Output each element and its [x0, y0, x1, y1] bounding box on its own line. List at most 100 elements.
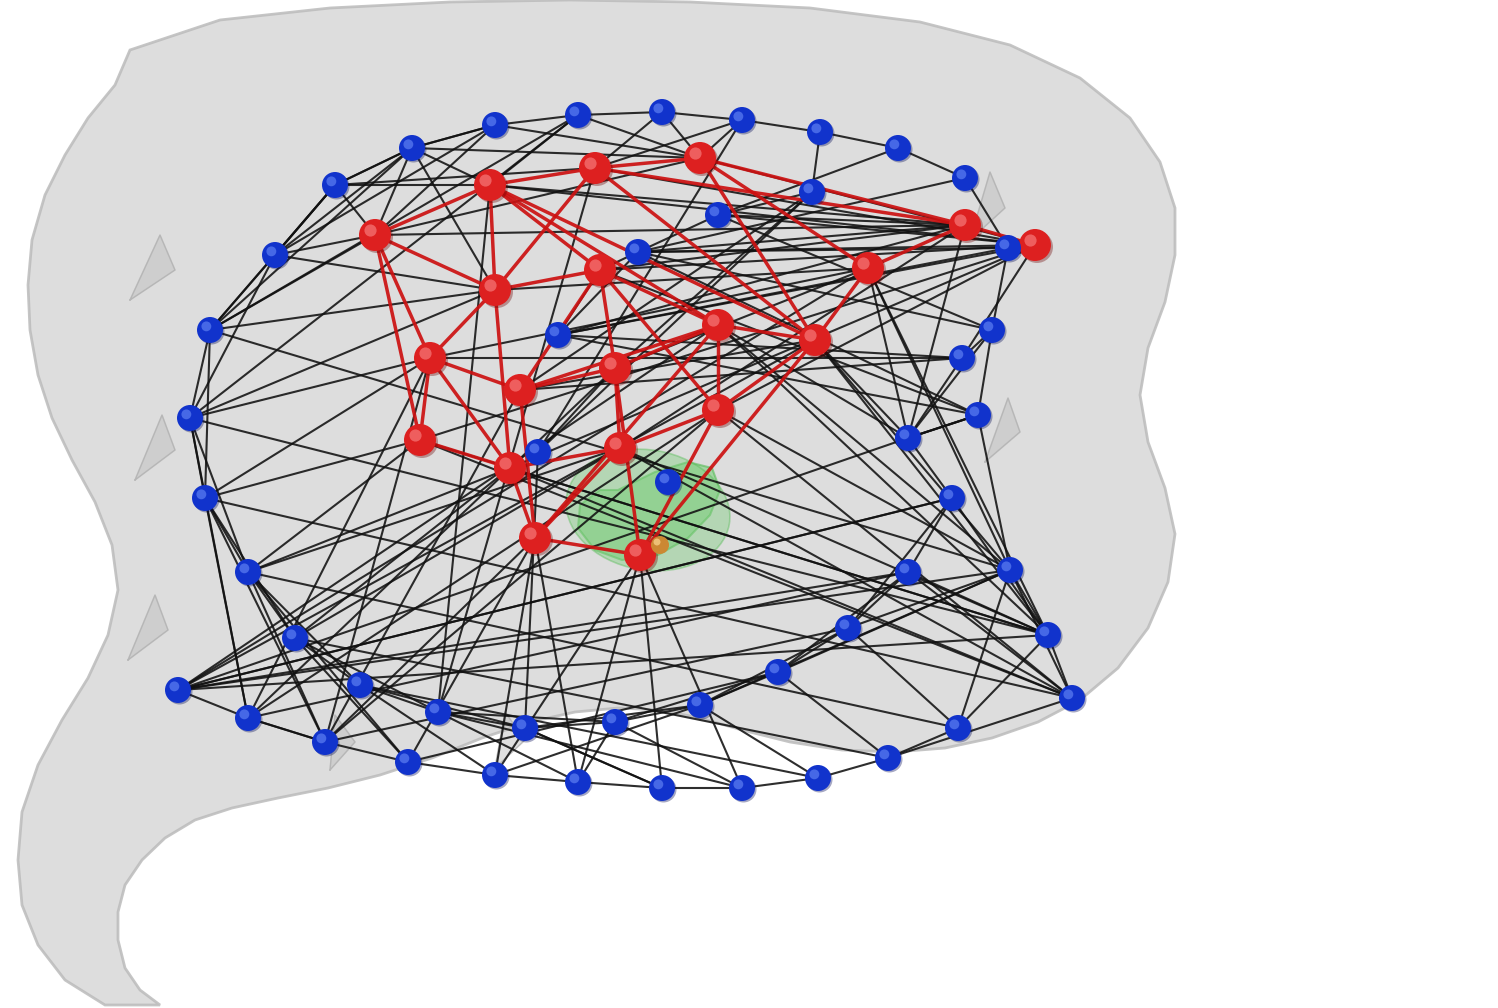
Circle shape [966, 403, 993, 429]
Circle shape [607, 714, 616, 724]
Circle shape [945, 715, 971, 741]
Circle shape [521, 524, 553, 556]
Circle shape [581, 154, 613, 186]
Circle shape [364, 225, 376, 237]
Circle shape [550, 327, 559, 337]
Circle shape [704, 396, 736, 428]
Circle shape [584, 157, 596, 169]
Circle shape [896, 560, 923, 587]
Circle shape [327, 176, 336, 186]
Circle shape [312, 729, 339, 755]
Circle shape [839, 620, 849, 629]
Circle shape [425, 699, 451, 725]
Circle shape [689, 147, 701, 159]
Circle shape [1064, 689, 1073, 700]
Circle shape [599, 352, 631, 384]
Circle shape [496, 454, 527, 486]
Circle shape [512, 715, 538, 741]
Circle shape [514, 717, 539, 743]
Circle shape [801, 326, 833, 358]
Circle shape [1022, 231, 1053, 263]
Circle shape [707, 314, 719, 327]
Circle shape [686, 144, 718, 176]
Circle shape [653, 104, 664, 113]
Circle shape [192, 485, 219, 511]
Circle shape [240, 563, 249, 574]
Polygon shape [127, 595, 168, 660]
Circle shape [282, 625, 309, 651]
Circle shape [734, 779, 743, 789]
Circle shape [956, 169, 966, 179]
Circle shape [703, 309, 734, 341]
Circle shape [604, 711, 629, 737]
Circle shape [707, 204, 733, 230]
Circle shape [854, 254, 885, 286]
Circle shape [165, 677, 192, 703]
Circle shape [1040, 626, 1049, 636]
Polygon shape [18, 0, 1174, 1005]
Circle shape [939, 485, 965, 511]
Circle shape [409, 429, 421, 442]
Circle shape [484, 114, 509, 139]
Circle shape [896, 426, 923, 453]
Circle shape [876, 747, 902, 772]
Circle shape [951, 347, 977, 373]
Circle shape [361, 221, 392, 253]
Circle shape [482, 762, 508, 788]
Circle shape [941, 487, 966, 512]
Circle shape [879, 749, 890, 759]
Circle shape [1035, 622, 1061, 648]
Circle shape [580, 152, 611, 184]
Polygon shape [330, 715, 355, 770]
Circle shape [349, 673, 374, 700]
Circle shape [199, 319, 225, 345]
Circle shape [685, 142, 716, 174]
Circle shape [589, 259, 602, 271]
Circle shape [1059, 685, 1085, 711]
Circle shape [313, 731, 340, 756]
Circle shape [235, 559, 261, 585]
Circle shape [707, 399, 719, 411]
Circle shape [731, 776, 756, 802]
Circle shape [484, 279, 497, 291]
Circle shape [703, 394, 734, 426]
Circle shape [604, 432, 637, 464]
Circle shape [659, 474, 670, 483]
Circle shape [953, 350, 963, 359]
Circle shape [177, 405, 204, 431]
Circle shape [947, 717, 972, 743]
Circle shape [625, 239, 652, 265]
Circle shape [807, 119, 833, 145]
Circle shape [237, 560, 262, 587]
Circle shape [286, 629, 297, 639]
Circle shape [800, 180, 827, 207]
Circle shape [566, 770, 593, 796]
Circle shape [604, 358, 617, 370]
Polygon shape [494, 712, 524, 768]
Circle shape [706, 202, 731, 228]
Circle shape [322, 172, 348, 198]
Circle shape [731, 109, 756, 134]
Circle shape [996, 237, 1023, 262]
Circle shape [899, 429, 909, 439]
Circle shape [348, 672, 373, 698]
Circle shape [503, 374, 536, 406]
Circle shape [235, 705, 261, 731]
Circle shape [809, 769, 819, 779]
Circle shape [649, 775, 676, 801]
Circle shape [566, 104, 593, 129]
Circle shape [201, 322, 211, 332]
Circle shape [692, 697, 701, 707]
Circle shape [517, 720, 526, 730]
Circle shape [610, 437, 622, 450]
Circle shape [653, 538, 661, 545]
Circle shape [524, 527, 536, 539]
Circle shape [626, 541, 658, 573]
Circle shape [237, 707, 262, 733]
Circle shape [650, 101, 677, 126]
Circle shape [602, 709, 628, 735]
Circle shape [689, 694, 715, 720]
Circle shape [710, 207, 719, 217]
Circle shape [524, 439, 551, 465]
Circle shape [430, 704, 439, 714]
